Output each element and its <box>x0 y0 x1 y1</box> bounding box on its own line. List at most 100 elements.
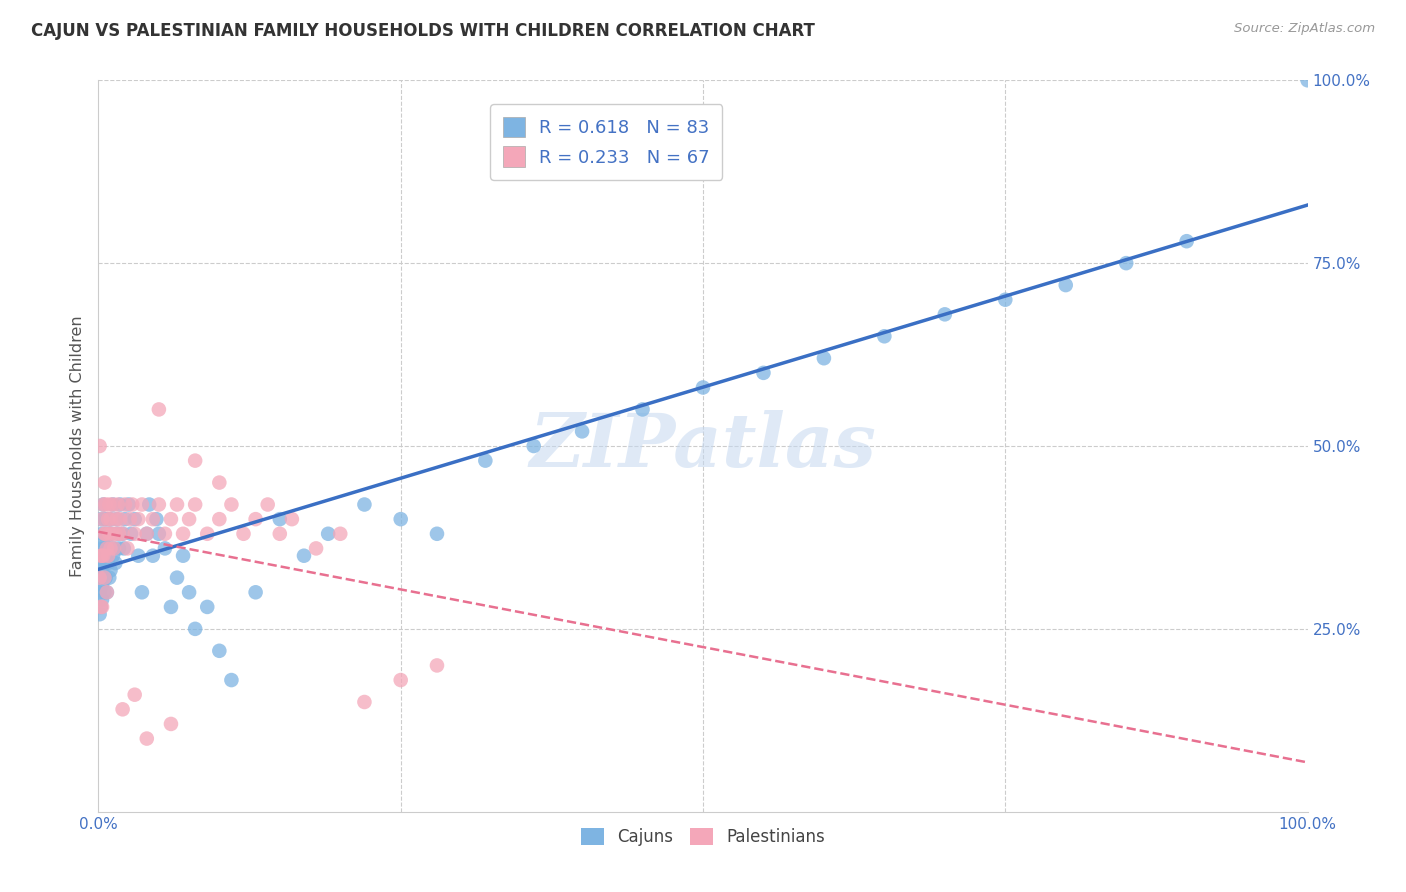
Point <box>148 526 170 541</box>
Point <box>135 526 157 541</box>
Point <box>195 599 218 614</box>
Point <box>91 578 114 592</box>
Point <box>269 526 291 541</box>
Point <box>91 534 114 549</box>
Point <box>135 731 157 746</box>
Point <box>813 351 835 366</box>
Point <box>111 702 134 716</box>
Point <box>97 512 120 526</box>
Point <box>94 549 117 563</box>
Point <box>100 541 122 556</box>
Point <box>172 549 194 563</box>
Point <box>305 541 328 556</box>
Point <box>426 658 449 673</box>
Point <box>131 585 153 599</box>
Point <box>91 549 114 563</box>
Point <box>90 512 112 526</box>
Point <box>101 549 124 563</box>
Point <box>131 498 153 512</box>
Point <box>98 498 121 512</box>
Point <box>184 453 207 467</box>
Point <box>153 526 176 541</box>
Point <box>97 549 120 563</box>
Point <box>127 512 149 526</box>
Point <box>195 526 218 541</box>
Point <box>994 293 1017 307</box>
Point <box>100 512 122 526</box>
Point <box>1296 73 1319 87</box>
Point <box>148 402 170 417</box>
Point <box>329 526 352 541</box>
Point <box>124 526 146 541</box>
Point <box>118 498 141 512</box>
Point <box>631 402 654 417</box>
Point <box>112 541 135 556</box>
Point <box>91 549 114 563</box>
Point <box>281 512 304 526</box>
Point <box>105 512 128 526</box>
Point <box>232 526 254 541</box>
Point <box>221 498 243 512</box>
Point <box>571 425 593 439</box>
Point <box>245 512 267 526</box>
Point <box>148 498 170 512</box>
Point <box>179 585 201 599</box>
Point <box>389 673 412 687</box>
Point <box>107 526 129 541</box>
Point <box>111 526 134 541</box>
Point <box>97 556 120 570</box>
Point <box>91 498 114 512</box>
Point <box>98 526 121 541</box>
Point <box>153 541 176 556</box>
Point <box>142 512 165 526</box>
Point <box>97 512 120 526</box>
Point <box>124 512 146 526</box>
Point <box>93 526 115 541</box>
Point <box>208 644 231 658</box>
Point <box>208 475 231 490</box>
Point <box>256 498 278 512</box>
Point <box>100 563 122 577</box>
Point <box>91 599 114 614</box>
Point <box>89 571 111 585</box>
Text: Source: ZipAtlas.com: Source: ZipAtlas.com <box>1234 22 1375 36</box>
Point <box>90 599 112 614</box>
Point <box>94 526 117 541</box>
Point <box>353 498 375 512</box>
Point <box>104 556 127 570</box>
Point <box>1115 256 1137 270</box>
Point <box>93 556 115 570</box>
Point <box>100 512 122 526</box>
Point <box>160 512 183 526</box>
Point <box>873 329 896 343</box>
Legend: Cajuns, Palestinians: Cajuns, Palestinians <box>572 820 834 855</box>
Text: CAJUN VS PALESTINIAN FAMILY HOUSEHOLDS WITH CHILDREN CORRELATION CHART: CAJUN VS PALESTINIAN FAMILY HOUSEHOLDS W… <box>31 22 815 40</box>
Point <box>117 541 139 556</box>
Point <box>108 498 131 512</box>
Point <box>145 512 167 526</box>
Point <box>96 585 118 599</box>
Point <box>111 526 134 541</box>
Point <box>1054 278 1077 293</box>
Point <box>107 498 129 512</box>
Point <box>89 585 111 599</box>
Point <box>93 571 115 585</box>
Point <box>114 512 136 526</box>
Point <box>108 541 131 556</box>
Point <box>90 549 112 563</box>
Point <box>91 571 114 585</box>
Point <box>135 526 157 541</box>
Point <box>93 475 115 490</box>
Point <box>269 512 291 526</box>
Point <box>934 307 956 321</box>
Point <box>98 571 121 585</box>
Point <box>93 585 115 599</box>
Point <box>104 526 127 541</box>
Point <box>292 549 315 563</box>
Point <box>114 498 136 512</box>
Point <box>160 717 183 731</box>
Point <box>91 549 114 563</box>
Point <box>93 541 115 556</box>
Point <box>184 498 207 512</box>
Text: ZIPatlas: ZIPatlas <box>530 409 876 483</box>
